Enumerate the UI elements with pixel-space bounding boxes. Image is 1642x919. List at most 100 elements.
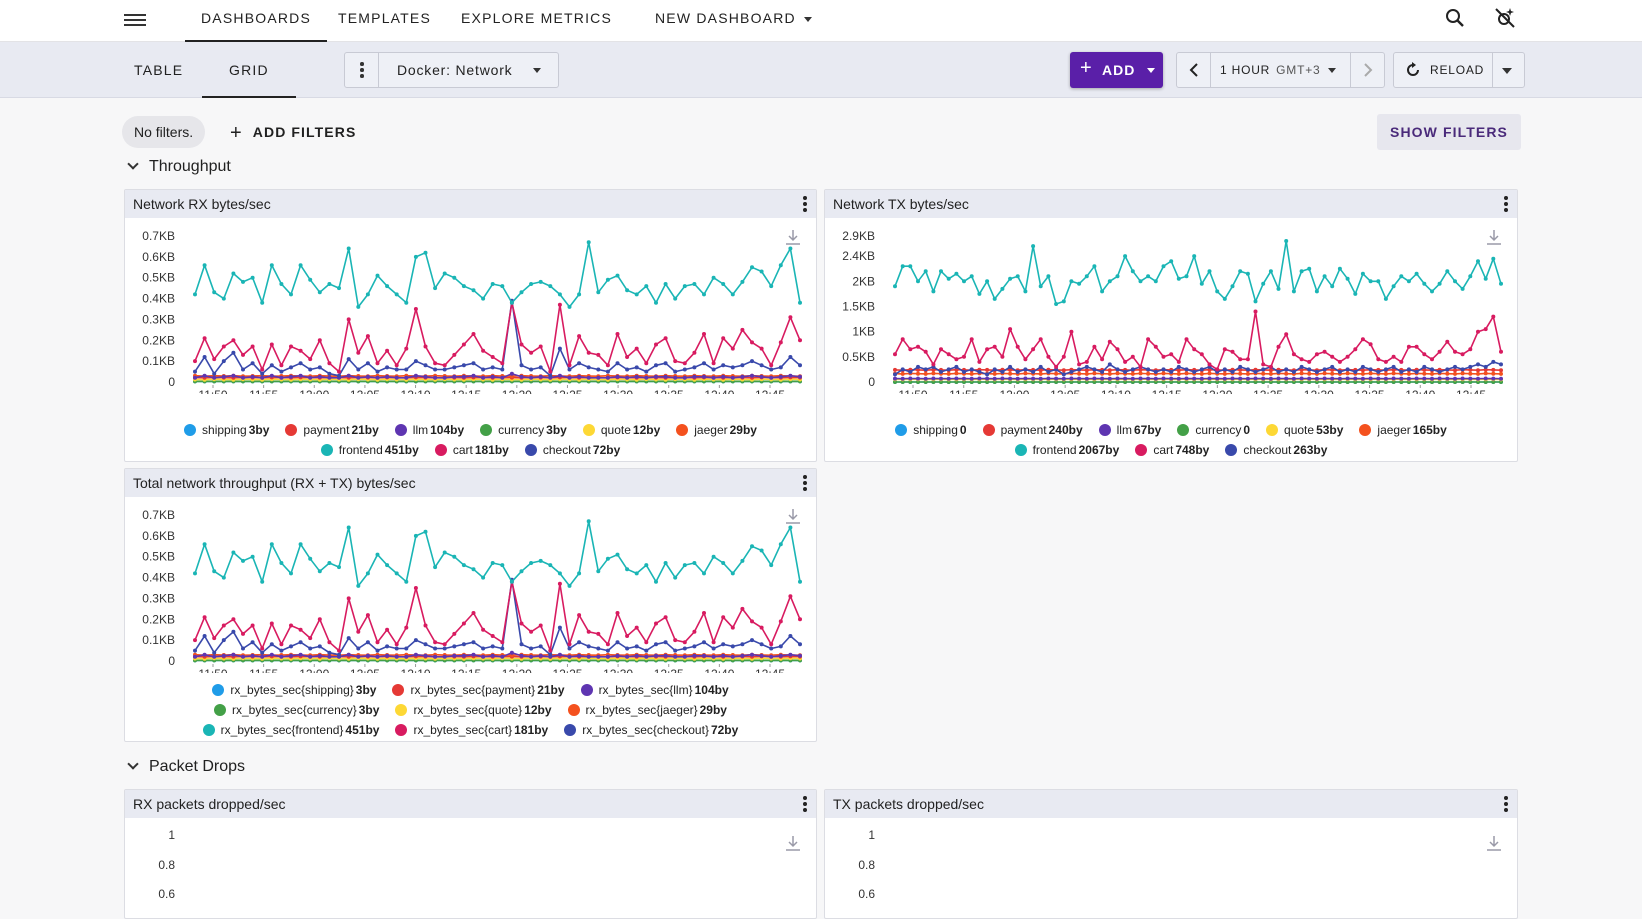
data-point bbox=[212, 357, 216, 361]
data-point bbox=[424, 530, 428, 534]
reload-button[interactable]: RELOAD bbox=[1394, 53, 1493, 87]
add-filters-button[interactable]: +ADD FILTERS bbox=[230, 116, 356, 148]
data-point bbox=[1353, 370, 1357, 374]
legend-item[interactable]: rx_bytes_sec{jaeger}29by bbox=[568, 700, 727, 720]
data-point bbox=[1208, 371, 1212, 375]
data-point bbox=[1092, 371, 1096, 375]
data-point bbox=[673, 359, 677, 363]
data-point bbox=[1453, 377, 1457, 381]
search-icon[interactable] bbox=[1444, 7, 1466, 34]
data-point bbox=[1146, 274, 1150, 278]
reload-dropdown-button[interactable] bbox=[1492, 53, 1524, 87]
data-point bbox=[558, 582, 562, 586]
data-point bbox=[500, 284, 504, 288]
data-point bbox=[673, 655, 677, 659]
add-button[interactable]: + ADD bbox=[1070, 52, 1163, 88]
dashboard-select[interactable]: Docker: Network bbox=[344, 52, 559, 88]
more-vert-icon[interactable] bbox=[1504, 196, 1508, 214]
data-point bbox=[702, 332, 706, 336]
data-point bbox=[414, 255, 418, 259]
data-point bbox=[931, 371, 935, 375]
reload-label: RELOAD bbox=[1430, 63, 1484, 77]
section-packet-drops[interactable]: Packet Drops bbox=[124, 758, 245, 780]
add-dropdown-button[interactable] bbox=[1141, 52, 1163, 88]
legend-item[interactable]: rx_bytes_sec{payment}21by bbox=[392, 680, 564, 700]
data-point bbox=[1277, 377, 1281, 381]
data-point bbox=[1131, 269, 1135, 273]
tab-dashboards[interactable]: DASHBOARDS bbox=[201, 0, 311, 42]
data-point bbox=[241, 353, 245, 357]
show-filters-button[interactable]: SHOW FILTERS bbox=[1377, 114, 1521, 150]
data-point bbox=[241, 632, 245, 636]
tab-table[interactable]: TABLE bbox=[134, 42, 183, 98]
legend-item[interactable]: rx_bytes_sec{frontend}451by bbox=[203, 720, 380, 740]
data-point bbox=[712, 640, 716, 644]
data-point bbox=[260, 655, 264, 659]
legend-item[interactable]: rx_bytes_sec{checkout}72by bbox=[564, 720, 738, 740]
x-tick-label: 12:45 bbox=[755, 667, 785, 673]
data-point bbox=[529, 630, 533, 634]
time-next-button[interactable] bbox=[1350, 53, 1384, 87]
data-point bbox=[788, 634, 792, 638]
data-point bbox=[1307, 372, 1311, 376]
data-point bbox=[395, 376, 399, 380]
legend-item[interactable]: rx_bytes_sec{shipping}3by bbox=[212, 680, 376, 700]
data-point bbox=[683, 368, 687, 372]
dashboard-options-button[interactable] bbox=[345, 53, 379, 87]
more-vert-icon[interactable] bbox=[803, 475, 807, 493]
chart-rx-dropped: 10.80.6 bbox=[125, 818, 818, 904]
legend-item[interactable]: rx_bytes_sec{llm}104by bbox=[581, 680, 729, 700]
data-point bbox=[1430, 367, 1434, 371]
data-point bbox=[1231, 370, 1235, 374]
data-point bbox=[788, 526, 792, 530]
data-point bbox=[500, 368, 504, 372]
new-dashboard-button[interactable]: NEW DASHBOARD bbox=[655, 0, 812, 36]
tab-grid[interactable]: GRID bbox=[229, 42, 269, 98]
legend-item[interactable]: rx_bytes_sec{currency}3by bbox=[214, 700, 379, 720]
time-prev-button[interactable] bbox=[1177, 53, 1211, 87]
data-point bbox=[1200, 377, 1204, 381]
y-tick-label: 0.5KB bbox=[842, 350, 875, 364]
data-point bbox=[664, 375, 668, 379]
data-point bbox=[893, 352, 897, 356]
data-point bbox=[500, 647, 504, 651]
download-icon bbox=[1487, 836, 1501, 850]
more-vert-icon[interactable] bbox=[803, 796, 807, 814]
more-vert-icon[interactable] bbox=[1504, 796, 1508, 814]
tab-explore-metrics[interactable]: EXPLORE METRICS bbox=[461, 0, 612, 42]
legend-item[interactable]: rx_bytes_sec{cart}181by bbox=[395, 720, 548, 740]
legend-item[interactable]: rx_bytes_sec{quote}12by bbox=[395, 700, 551, 720]
menu-icon[interactable] bbox=[124, 11, 146, 29]
theme-toggle-icon[interactable] bbox=[1493, 6, 1517, 35]
data-point bbox=[1192, 370, 1196, 374]
data-point bbox=[625, 288, 629, 292]
legend-label: quote bbox=[1284, 423, 1314, 437]
tab-templates[interactable]: TEMPLATES bbox=[338, 0, 431, 42]
section-throughput[interactable]: Throughput bbox=[124, 158, 231, 180]
data-point bbox=[404, 301, 408, 305]
data-point bbox=[1108, 340, 1112, 344]
data-point bbox=[760, 363, 764, 367]
data-point bbox=[193, 655, 197, 659]
more-vert-icon[interactable] bbox=[803, 196, 807, 214]
data-point bbox=[1384, 377, 1388, 381]
